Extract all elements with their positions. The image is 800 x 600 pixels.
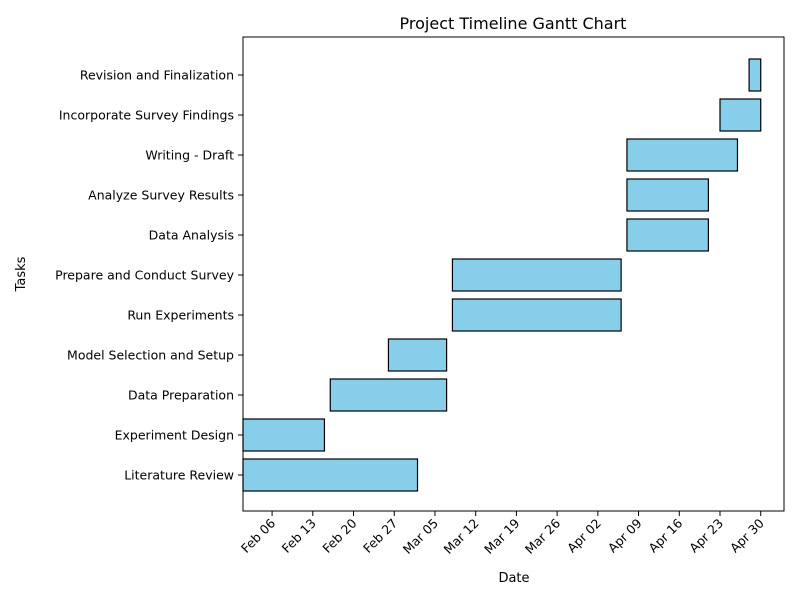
y-tick-label: Incorporate Survey Findings <box>59 108 234 123</box>
y-tick-label: Literature Review <box>124 468 234 483</box>
y-tick-label: Data Analysis <box>149 228 234 243</box>
x-tick-label: Apr 02 <box>564 516 604 556</box>
x-tick-label: Feb 06 <box>238 515 278 555</box>
task-bar <box>387 338 448 372</box>
task-bar <box>451 298 622 332</box>
task-bar <box>626 178 709 212</box>
y-tick-label: Revision and Finalization <box>80 68 234 83</box>
x-tick-label: Mar 19 <box>481 515 522 556</box>
chart-title: Project Timeline Gantt Chart <box>400 14 627 33</box>
y-axis-ticks: Literature Review Experiment Design Data P… <box>55 68 243 483</box>
task-bar <box>626 138 739 172</box>
y-tick-label: Experiment Design <box>115 428 234 443</box>
x-tick-label: Mar 26 <box>522 515 563 556</box>
y-axis-label: Tasks <box>14 256 29 292</box>
y-tick-label: Prepare and Conduct Survey <box>55 268 234 283</box>
x-tick-label: Apr 30 <box>727 515 767 555</box>
plot-frame <box>242 36 785 512</box>
y-tick-label: Writing - Draft <box>145 148 234 163</box>
x-tick-label: Feb 13 <box>279 516 319 556</box>
x-tick-label: Mar 12 <box>440 516 481 557</box>
y-tick-label: Model Selection and Setup <box>67 348 234 363</box>
x-tick-label: Apr 23 <box>686 516 726 556</box>
x-axis-ticks: Feb 06 Feb 13 Feb 20 Feb 27 Mar 05 Mar 12 Mar … <box>238 511 767 557</box>
x-tick-label: Apr 16 <box>645 515 685 555</box>
task-bar <box>719 98 762 132</box>
x-tick-label: Apr 09 <box>605 515 645 555</box>
x-axis-label: Date <box>498 571 529 586</box>
task-bars <box>242 58 762 492</box>
task-bar <box>626 218 709 252</box>
task-bar <box>242 458 419 492</box>
x-tick-label: Feb 27 <box>360 516 400 556</box>
y-tick-label: Analyze Survey Results <box>88 188 234 203</box>
y-tick-label: Data Preparation <box>128 388 234 403</box>
task-bar <box>451 258 622 292</box>
x-tick-label: Mar 05 <box>400 516 441 557</box>
task-bar <box>329 378 448 412</box>
y-tick-label: Run Experiments <box>127 308 234 323</box>
x-tick-label: Feb 20 <box>319 515 359 555</box>
task-bar <box>242 418 326 452</box>
task-bar <box>748 58 762 92</box>
